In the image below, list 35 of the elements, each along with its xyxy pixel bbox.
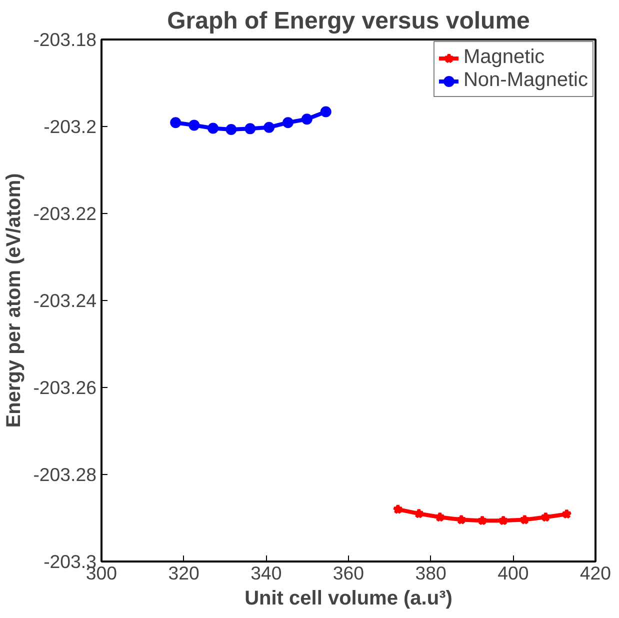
x-tick-label: 340 [250, 562, 282, 584]
x-tick-label: 420 [580, 562, 612, 584]
point [301, 114, 312, 125]
x-tick-label: 320 [168, 562, 200, 584]
point [456, 514, 467, 524]
point [519, 514, 530, 524]
point [476, 515, 488, 526]
y-tick-label: -203.22 [33, 203, 97, 224]
point [392, 504, 404, 514]
point [282, 117, 294, 128]
point [498, 515, 509, 526]
y-axis-title: Energy per atom (eV/atom) [3, 173, 26, 428]
x-axis-title: Unit cell volume (a.u³) [244, 588, 452, 610]
point [434, 512, 446, 522]
y-tick-label: -203.2 [44, 116, 97, 137]
y-tick-label: -203.26 [33, 377, 97, 398]
point [188, 120, 200, 131]
point [320, 106, 332, 118]
point [414, 508, 424, 518]
legend-label: Non-Magnetic [463, 69, 588, 92]
point [170, 117, 182, 128]
chart-title: Graph of Energy versus volume [167, 8, 530, 34]
point [264, 122, 275, 133]
x-tick-label: 400 [498, 562, 529, 584]
point [540, 512, 551, 522]
point [244, 123, 256, 134]
y-tick-label: -203.18 [33, 29, 97, 50]
point [226, 124, 237, 136]
point [561, 508, 572, 519]
y-tick-label: -203.28 [33, 464, 97, 485]
y-tick-label: -203.24 [33, 290, 97, 311]
point [208, 122, 219, 134]
x-tick-label: 360 [332, 562, 364, 584]
x-tick-label: 380 [415, 562, 446, 584]
legend-label: Magnetic [463, 46, 545, 69]
